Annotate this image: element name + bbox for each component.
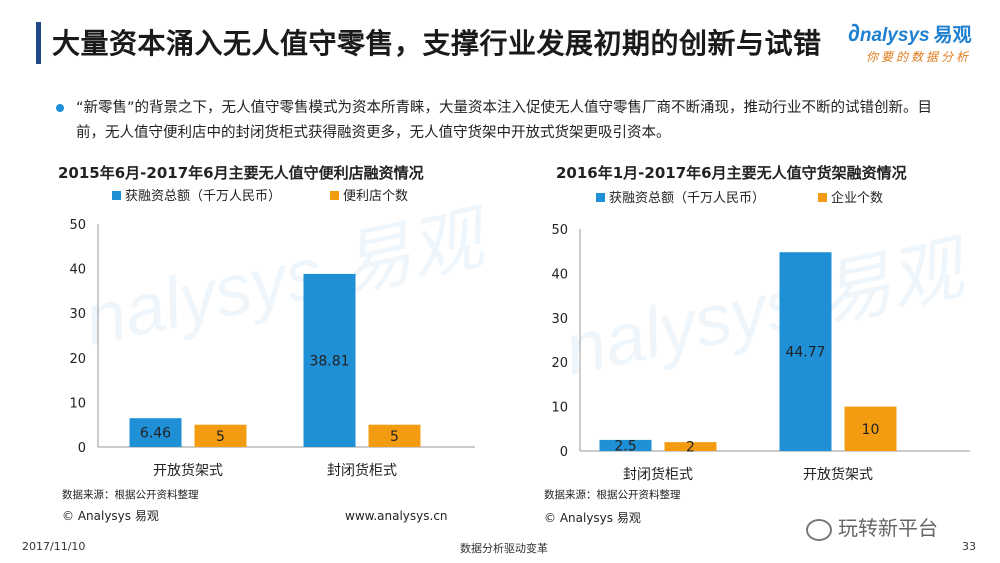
bar-1-0 (664, 442, 717, 451)
y-tick-label: 30 (551, 312, 568, 327)
legend-swatch-0 (112, 191, 121, 200)
chart-title: 2016年1月-2017年6月主要无人值守货架融资情况 (556, 164, 907, 182)
footer-date: 2017/11/10 (22, 540, 86, 553)
data-label: 6.46 (140, 426, 171, 442)
x-category-label: 开放货架式 (803, 466, 873, 483)
bar-0-1 (779, 252, 832, 451)
chart-footer-left: © Analysys 易观 (62, 509, 159, 523)
y-tick-label: 0 (560, 445, 568, 460)
logo-brand: ∂nalysys 易观 (848, 20, 972, 47)
y-tick-label: 40 (551, 267, 568, 282)
legend-swatch-0 (596, 193, 605, 202)
bar-1-1 (368, 424, 421, 447)
logo-tagline: 你要的数据分析 (866, 50, 972, 64)
data-label: 10 (862, 422, 880, 438)
wechat-icon (806, 518, 832, 541)
legend-label-1: 便利店个数 (343, 189, 408, 204)
bar-0-0 (129, 418, 182, 447)
data-label: 2 (686, 440, 695, 456)
page-number: 33 (962, 540, 976, 553)
data-label: 5 (390, 429, 399, 445)
data-source: 数据来源：根据公开资料整理 (544, 488, 681, 501)
y-tick-label: 30 (69, 307, 86, 322)
chart-convenience-store-financing: 2015年6月-2017年6月主要无人值守便利店融资情况获融资总额（千万人民币）… (58, 164, 475, 523)
page-title: 大量资本涌入无人值守零售，支撑行业发展初期的创新与试错 (52, 27, 822, 60)
bullet-text: “新零售”的背景之下，无人值守零售模式为资本所青睐，大量资本注入促使无人值守零售… (76, 100, 933, 141)
y-tick-label: 0 (78, 441, 86, 456)
data-label: 38.81 (309, 353, 349, 369)
bar-0-1 (303, 273, 356, 447)
bar-0-0 (599, 439, 652, 451)
x-category-label: 封闭货柜式 (327, 462, 397, 479)
chart-footer-right: www.analysys.cn (345, 509, 448, 523)
title-accent-bar (36, 22, 41, 64)
data-source: 数据来源：根据公开资料整理 (62, 488, 199, 501)
logo-brand-text: nalysys (859, 25, 930, 46)
logo-brand-cn: 易观 (933, 25, 972, 46)
y-tick-label: 20 (551, 356, 568, 371)
brand-logo: ∂nalysys 易观 你要的数据分析 (848, 20, 978, 66)
bullet-icon (56, 104, 64, 112)
y-tick-label: 50 (551, 223, 568, 238)
y-tick-label: 20 (69, 352, 86, 367)
y-tick-label: 10 (69, 396, 86, 411)
wechat-watermark: 玩转新平台 (806, 512, 938, 541)
legend-label-1: 企业个数 (831, 190, 883, 206)
chart-footer-left: © Analysys 易观 (544, 511, 641, 525)
x-category-label: 封闭货柜式 (623, 466, 693, 483)
data-label: 5 (216, 429, 225, 445)
wechat-text: 玩转新平台 (838, 516, 938, 540)
footer-center: 数据分析驱动变革 (460, 542, 548, 555)
y-tick-label: 40 (69, 263, 86, 278)
chart-title: 2015年6月-2017年6月主要无人值守便利店融资情况 (58, 164, 424, 182)
data-label: 44.77 (785, 345, 825, 361)
legend-label-0: 获融资总额（千万人民币） (125, 189, 281, 204)
bar-1-0 (194, 424, 247, 447)
legend-swatch-1 (330, 191, 339, 200)
legend-swatch-1 (818, 193, 827, 202)
data-label: 2.5 (614, 438, 636, 454)
bar-1-1 (844, 406, 897, 451)
y-tick-label: 10 (551, 401, 568, 416)
y-tick-label: 50 (69, 218, 86, 233)
legend-label-0: 获融资总额（千万人民币） (609, 191, 765, 206)
x-category-label: 开放货架式 (153, 462, 223, 479)
